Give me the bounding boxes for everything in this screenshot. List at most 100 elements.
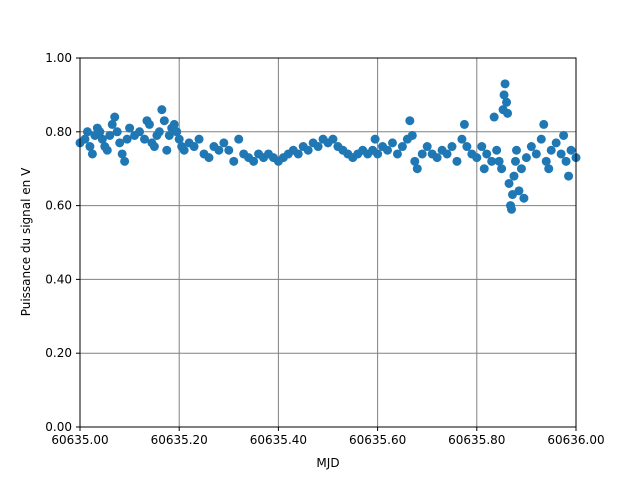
data-point (373, 149, 383, 159)
x-tick-label: 60635.80 (448, 433, 505, 447)
data-point (397, 142, 407, 152)
y-axis-label: Puissance du signal en V (19, 167, 33, 316)
data-point (405, 116, 415, 126)
data-point (487, 156, 497, 166)
data-point (144, 119, 154, 129)
data-point (489, 112, 499, 122)
data-point (459, 119, 469, 129)
data-point (303, 145, 313, 155)
x-tick-label: 60635.60 (349, 433, 406, 447)
data-point (417, 149, 427, 159)
data-point (516, 164, 526, 174)
data-point (472, 153, 482, 163)
data-point (509, 171, 519, 181)
data-point (539, 119, 549, 129)
data-point (442, 149, 452, 159)
x-tick-label: 60635.20 (151, 433, 208, 447)
data-point (95, 127, 105, 137)
data-point (526, 142, 536, 152)
data-point (115, 138, 125, 148)
data-point (179, 145, 189, 155)
data-point (492, 145, 502, 155)
data-point (551, 138, 561, 148)
data-point (80, 134, 90, 144)
data-point (219, 138, 229, 148)
data-point (82, 127, 92, 137)
data-point (112, 127, 122, 137)
data-point (87, 149, 97, 159)
x-tick-label: 60636.00 (547, 433, 604, 447)
y-tick-label: 0.20 (45, 346, 72, 360)
data-point (531, 149, 541, 159)
axis-ticks: 60635.00 60635.20 60635.40 60635.60 60635.80… (45, 51, 604, 447)
data-point (541, 156, 551, 166)
data-point (107, 119, 117, 129)
y-tick-label: 0.60 (45, 199, 72, 213)
data-point (105, 130, 115, 140)
data-point (162, 145, 172, 155)
data-point (497, 164, 507, 174)
data-points (75, 79, 581, 214)
data-point (477, 142, 487, 152)
data-point (125, 123, 135, 133)
data-point (234, 134, 244, 144)
data-point (556, 149, 566, 159)
data-point (536, 134, 546, 144)
data-point (482, 149, 492, 159)
data-point (154, 127, 164, 137)
data-point (410, 156, 420, 166)
data-point (135, 127, 145, 137)
data-point (457, 134, 467, 144)
data-point (169, 119, 179, 129)
data-point (494, 156, 504, 166)
data-point (117, 149, 127, 159)
data-point (149, 142, 159, 152)
x-tick-label: 60635.00 (51, 433, 108, 447)
data-point (407, 130, 417, 140)
data-point (504, 178, 514, 188)
data-point (313, 142, 323, 152)
data-point (500, 79, 510, 89)
data-point (447, 142, 457, 152)
data-point (503, 108, 513, 118)
data-point (452, 156, 462, 166)
data-point (328, 134, 338, 144)
plot-frame (79, 57, 577, 428)
y-tick-label: 0.80 (45, 125, 72, 139)
data-point (293, 149, 303, 159)
data-point (204, 153, 214, 163)
data-point (422, 142, 432, 152)
data-point (157, 105, 167, 115)
data-point (507, 204, 517, 214)
data-point (174, 134, 184, 144)
x-axis-label: MJD (316, 456, 339, 470)
data-point (387, 138, 397, 148)
data-point (229, 156, 239, 166)
data-point (566, 145, 576, 155)
data-point (164, 130, 174, 140)
data-point (224, 145, 234, 155)
data-point (519, 193, 529, 203)
data-point (139, 134, 149, 144)
data-point (120, 156, 130, 166)
data-point (392, 149, 402, 159)
data-point (510, 156, 520, 166)
y-tick-label: 1.00 (45, 51, 72, 65)
data-point (544, 164, 554, 174)
data-point (514, 186, 524, 196)
y-tick-label: 0.00 (45, 420, 72, 434)
data-point (97, 134, 107, 144)
data-point (122, 134, 132, 144)
data-point (559, 130, 569, 140)
data-point (214, 145, 224, 155)
data-point (479, 164, 489, 174)
data-point (521, 153, 531, 163)
data-point (511, 145, 521, 155)
y-tick-label: 0.40 (45, 272, 72, 286)
data-point (564, 171, 574, 181)
data-point (249, 156, 259, 166)
data-point (110, 112, 120, 122)
data-point (194, 134, 204, 144)
data-point (102, 145, 112, 155)
